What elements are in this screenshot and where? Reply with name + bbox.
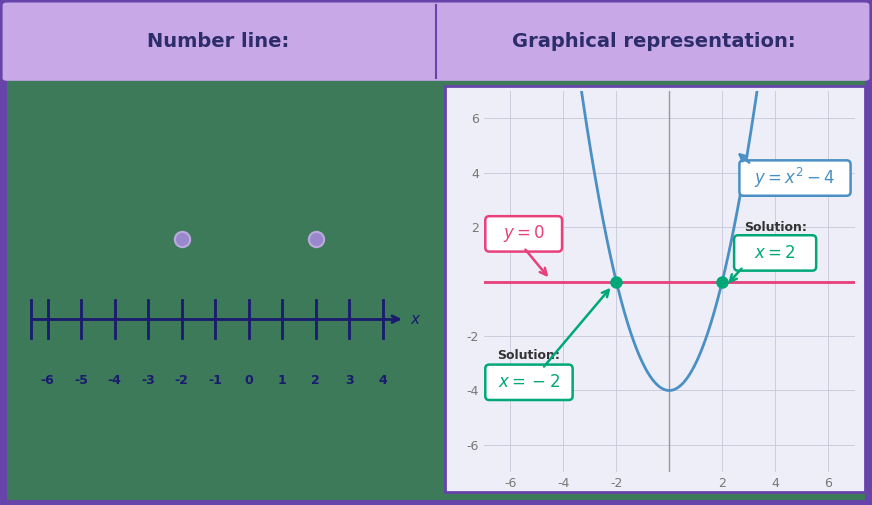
FancyBboxPatch shape (486, 365, 573, 400)
FancyBboxPatch shape (7, 78, 865, 500)
Text: Number line:: Number line: (146, 32, 290, 51)
Text: -1: -1 (208, 374, 222, 387)
Text: -2: -2 (174, 374, 188, 387)
Text: 4: 4 (378, 374, 387, 387)
Text: 2: 2 (311, 374, 320, 387)
Text: 3: 3 (345, 374, 353, 387)
Text: $x$: $x$ (410, 312, 421, 327)
Text: 0: 0 (244, 374, 253, 387)
Text: Graphical representation:: Graphical representation: (512, 32, 796, 51)
FancyBboxPatch shape (734, 235, 816, 271)
Text: Solution:: Solution: (744, 221, 807, 234)
Text: Solution:: Solution: (498, 349, 561, 362)
FancyBboxPatch shape (3, 3, 869, 81)
Text: -5: -5 (74, 374, 88, 387)
Text: -6: -6 (41, 374, 54, 387)
Text: -4: -4 (107, 374, 121, 387)
FancyBboxPatch shape (486, 216, 562, 251)
Text: $x = 2$: $x = 2$ (754, 244, 796, 262)
Text: $y = x^2 - 4$: $y = x^2 - 4$ (754, 166, 835, 190)
Text: $x = -2$: $x = -2$ (498, 373, 560, 391)
Text: $y = 0$: $y = 0$ (502, 223, 545, 244)
Text: -3: -3 (141, 374, 155, 387)
FancyBboxPatch shape (445, 86, 865, 492)
FancyBboxPatch shape (739, 161, 850, 196)
Text: 1: 1 (278, 374, 287, 387)
